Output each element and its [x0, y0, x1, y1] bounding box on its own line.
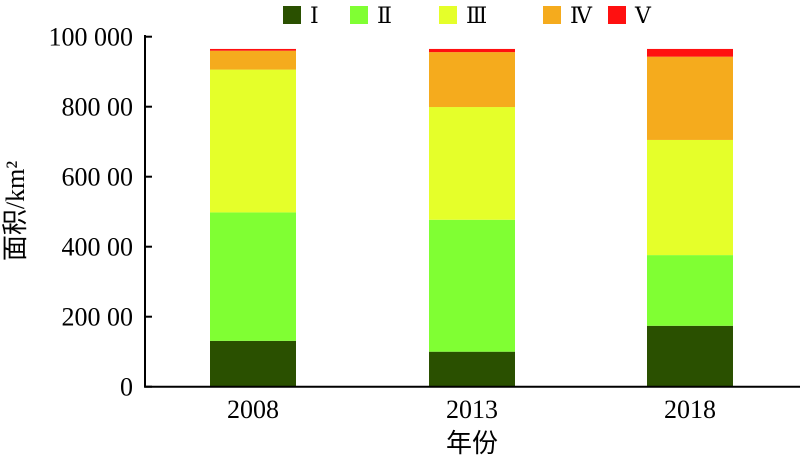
bar-segment-2013-Ⅴ — [429, 48, 515, 53]
legend-swatch — [439, 6, 457, 24]
y-tick-label: 100 000 — [49, 23, 134, 52]
bar-segment-2008-Ⅰ — [210, 340, 296, 387]
y-axis-label: 面积/km² — [1, 161, 30, 261]
x-tick-label: 2018 — [664, 395, 716, 424]
bars — [210, 48, 733, 387]
bar-segment-2013-Ⅰ — [429, 351, 515, 387]
bar-segment-2008-Ⅴ — [210, 48, 296, 51]
bar-segment-2018-Ⅴ — [647, 48, 733, 57]
bar-segment-2008-Ⅱ — [210, 212, 296, 341]
y-tick-label: 0 — [120, 373, 133, 402]
y-tick-label: 400 00 — [62, 233, 134, 262]
legend-label: Ⅰ — [310, 3, 319, 28]
bar-segment-2008-Ⅳ — [210, 50, 296, 70]
legend-label: Ⅳ — [570, 3, 593, 28]
y-tick-label: 800 00 — [62, 93, 134, 122]
bar-segment-2018-Ⅲ — [647, 139, 733, 256]
legend: Ⅰ Ⅱ Ⅲ Ⅳ Ⅴ — [283, 3, 652, 28]
bar-segment-2018-Ⅳ — [647, 56, 733, 140]
y-tick-label: 200 00 — [62, 303, 134, 332]
bar-segment-2013-Ⅱ — [429, 219, 515, 352]
bar-segment-2008-Ⅲ — [210, 69, 296, 213]
legend-label: Ⅴ — [634, 3, 652, 28]
bar-segment-2018-Ⅱ — [647, 255, 733, 326]
x-tick-label: 2008 — [227, 395, 279, 424]
legend-label: Ⅱ — [377, 3, 392, 28]
bar-segment-2018-Ⅰ — [647, 325, 733, 387]
y-ticks: 0 200 00 400 00 600 00 800 00 100 000 — [49, 23, 152, 402]
x-ticks: 2008 2013 2018 — [227, 395, 716, 424]
y-tick-label: 600 00 — [62, 163, 134, 192]
x-axis-label: 年份 — [446, 429, 498, 458]
legend-swatch — [283, 6, 301, 24]
legend-label: Ⅲ — [466, 3, 487, 28]
legend-swatch — [608, 6, 626, 24]
x-tick-label: 2013 — [446, 395, 498, 424]
legend-swatch — [350, 6, 368, 24]
axes — [144, 35, 800, 388]
bar-segment-2013-Ⅲ — [429, 107, 515, 220]
legend-swatch — [543, 6, 561, 24]
bar-segment-2013-Ⅳ — [429, 52, 515, 108]
